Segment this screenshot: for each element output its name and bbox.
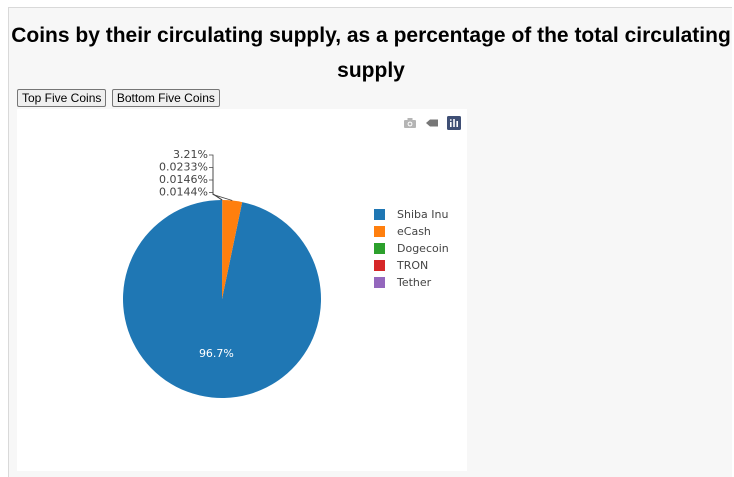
page-title: Coins by their circulating supply, as a … [9,18,733,88]
legend-item-shiba-inu[interactable]: Shiba Inu [374,206,449,223]
leader-line [209,193,222,201]
top-five-coins-button[interactable]: Top Five Coins [17,89,106,107]
legend-swatch [374,260,385,271]
plotly-logo-icon[interactable] [447,116,461,130]
chart-panel: Coins by their circulating supply, as a … [8,7,732,477]
legend-label: TRON [397,259,428,272]
legend-item-dogecoin[interactable]: Dogecoin [374,240,449,257]
button-row: Top Five Coins Bottom Five Coins [17,89,221,107]
legend-item-ecash[interactable]: eCash [374,223,449,240]
legend-swatch [374,277,385,288]
legend-item-tether[interactable]: Tether [374,274,449,291]
leader-line [209,155,232,201]
camera-icon[interactable] [403,116,417,130]
pie-label-shiba-inu: 96.7% [199,347,234,360]
pie-chart-plot: 96.7% 3.21%0.0233%0.0146%0.0144% Shiba In… [17,109,467,471]
pie-label-ecash: 3.21% [173,148,208,161]
pie-label-tether: 0.0144% [159,186,208,199]
bottom-five-coins-button[interactable]: Bottom Five Coins [112,89,220,107]
tag-icon[interactable] [425,116,439,130]
legend-label: Shiba Inu [397,208,448,221]
pie-label-dogecoin: 0.0233% [159,161,208,174]
legend-swatch [374,209,385,220]
legend-swatch [374,226,385,237]
legend-item-tron[interactable]: TRON [374,257,449,274]
legend: Shiba Inu eCash Dogecoin TRON Tether [374,206,449,291]
pie-label-tron: 0.0146% [159,173,208,186]
pie-chart-svg: 96.7% 3.21%0.0233%0.0146%0.0144% [17,109,357,471]
pie-slice-shiba-inu[interactable] [123,200,321,398]
legend-label: Tether [397,276,431,289]
legend-label: Dogecoin [397,242,449,255]
legend-label: eCash [397,225,431,238]
legend-swatch [374,243,385,254]
modebar [403,116,461,130]
